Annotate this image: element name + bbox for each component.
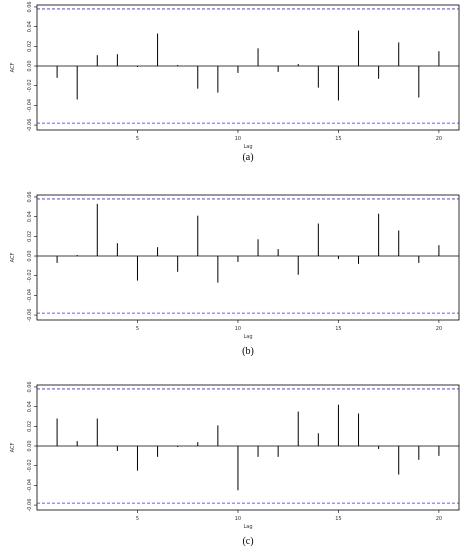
y-tick-label: 0.02 <box>27 41 33 52</box>
x-tick-label: 15 <box>335 516 341 522</box>
y-tick-label: -0.02 <box>27 79 33 92</box>
panel-caption: (a) <box>242 152 253 163</box>
x-axis-label: Lag <box>243 144 252 150</box>
plot-frame <box>36 194 460 321</box>
y-axis-label: ACF <box>10 443 16 453</box>
x-axis-label: Lag <box>243 334 252 340</box>
plot-frame <box>36 4 460 131</box>
acf-panel-3: 5 10 15 20 -0.06 -0.04 -0.02 0.00 0.02 0.04 0.06 La… <box>10 381 460 547</box>
y-tick-label: 0.06 <box>27 381 33 392</box>
y-tick-label: 0.04 <box>27 401 33 412</box>
y-tick-label: -0.04 <box>27 479 33 492</box>
acf-panel-2: 5 10 15 20 -0.06 -0.04 -0.02 0.00 0.02 0.04 0.06 La… <box>10 191 460 357</box>
y-tick-label: 0.06 <box>27 1 33 12</box>
x-tick-label: 20 <box>436 326 442 332</box>
y-tick-label: 0.00 <box>27 250 33 261</box>
x-tick-label: 10 <box>235 516 241 522</box>
x-tick-label: 15 <box>335 136 341 142</box>
y-tick-label: -0.06 <box>27 119 33 132</box>
x-axis-label: Lag <box>243 524 252 530</box>
panel-caption: (c) <box>242 536 253 547</box>
y-tick-label: 0.00 <box>27 60 33 71</box>
y-tick-label: 0.02 <box>27 421 33 432</box>
x-tick-label: 5 <box>136 136 139 142</box>
y-tick-label: 0.02 <box>27 231 33 242</box>
y-tick-label: -0.02 <box>27 269 33 282</box>
y-tick-label: -0.02 <box>27 459 33 472</box>
x-tick-label: 5 <box>136 516 139 522</box>
x-tick-label: 10 <box>235 326 241 332</box>
x-tick-label: 10 <box>235 136 241 142</box>
y-axis-label: ACF <box>10 253 16 263</box>
y-tick-label: -0.06 <box>27 499 33 512</box>
y-tick-label: -0.04 <box>27 289 33 302</box>
y-tick-label: 0.06 <box>27 191 33 202</box>
acf-panel-1: 5 10 15 20 -0.06 -0.04 -0.02 0.00 0.02 0.04 0.06 La… <box>10 1 460 163</box>
x-tick-label: 15 <box>335 326 341 332</box>
y-tick-label: 0.00 <box>27 440 33 451</box>
plot-frame <box>36 384 460 511</box>
y-tick-label: 0.04 <box>27 211 33 222</box>
x-tick-label: 5 <box>136 326 139 332</box>
panel-caption: (b) <box>242 346 254 357</box>
y-axis-label: ACF <box>10 63 16 73</box>
x-tick-label: 20 <box>436 136 442 142</box>
y-tick-label: 0.04 <box>27 21 33 32</box>
y-tick-label: -0.06 <box>27 309 33 322</box>
x-tick-label: 20 <box>436 516 442 522</box>
y-tick-label: -0.04 <box>27 99 33 112</box>
